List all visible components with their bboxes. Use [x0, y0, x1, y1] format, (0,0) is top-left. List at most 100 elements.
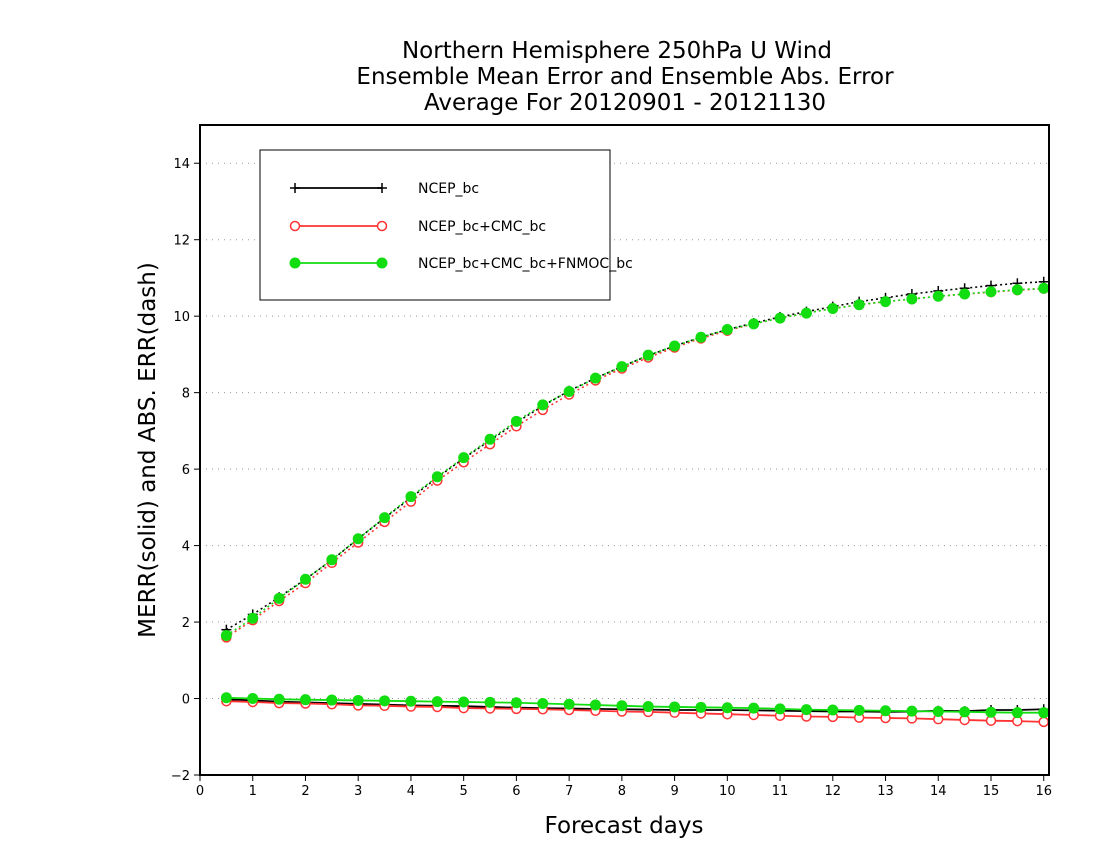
- legend-entry-1: NCEP_bc+CMC_bc: [289, 219, 546, 235]
- series-2-mean-point-26: [906, 705, 918, 717]
- y-axis-ticks: −2 0 2 4 6 8 10 12 14: [171, 157, 200, 784]
- series-2-mean-point-9: [458, 696, 470, 708]
- series-2-mean-point-11: [510, 697, 522, 709]
- series-2-mean-point-22: [800, 704, 812, 716]
- series-2-mean-point-12: [537, 698, 549, 709]
- series-2-abs-point-9: [458, 452, 470, 464]
- series-2-mean-point-27: [932, 706, 944, 718]
- series-2-mean-point-19: [721, 702, 733, 714]
- x-tick-label-0: 0: [196, 784, 204, 799]
- legend-marker-end-2: [376, 257, 388, 269]
- x-tick-label-8: 8: [618, 784, 626, 799]
- x-tick-label-14: 14: [930, 784, 947, 799]
- series-2-mean-point-4: [326, 694, 338, 706]
- series-2-mean-point-24: [853, 704, 865, 716]
- y-tick-label-5: 8: [182, 387, 190, 402]
- series-2-abs-point-22: [800, 307, 812, 319]
- series-2-mean-point-2: [273, 693, 285, 705]
- series-2-abs-point-31: [1038, 282, 1050, 294]
- x-tick-label-6: 6: [512, 784, 520, 799]
- y-tick-label-3: 4: [182, 540, 190, 555]
- x-tick-label-11: 11: [772, 784, 789, 799]
- series-2-abs-point-16: [642, 349, 654, 361]
- series-2-abs-point-21: [774, 312, 786, 324]
- legend-marker-start-2: [289, 257, 301, 269]
- y-tick-label-0: −2: [171, 769, 190, 784]
- series-2-abs-point-11: [510, 415, 522, 427]
- x-tick-label-1: 1: [249, 784, 257, 799]
- series-2-mean-point-23: [827, 704, 839, 716]
- series-2-abs-point-8: [431, 471, 443, 483]
- series-2-mean-point-15: [616, 700, 628, 712]
- y-tick-label-8: 14: [173, 157, 190, 172]
- x-tick-label-9: 9: [670, 784, 678, 799]
- series-2-abs-point-23: [827, 303, 839, 315]
- series-2-abs-point-20: [748, 318, 760, 330]
- x-tick-label-16: 16: [1035, 784, 1052, 799]
- x-tick-label-5: 5: [460, 784, 468, 799]
- y-tick-label-7: 12: [173, 234, 190, 249]
- series-2-mean-point-6: [379, 695, 391, 707]
- chart-title: Northern Hemisphere 250hPa U Wind Ensemb…: [356, 38, 894, 116]
- series-2-mean-point-17: [669, 701, 681, 713]
- series-2-mean-point-3: [299, 694, 311, 706]
- series-2-abs-point-27: [932, 290, 944, 302]
- series-2-abs-point-24: [853, 299, 865, 311]
- series-2-mean-point-29: [985, 706, 997, 718]
- series-2-abs-point-25: [880, 296, 892, 308]
- series-2-mean-point-10: [484, 696, 496, 708]
- x-tick-label-12: 12: [825, 784, 842, 799]
- x-tick-label-15: 15: [983, 784, 1000, 799]
- x-tick-label-7: 7: [565, 784, 573, 799]
- series-2-mean-point-8: [431, 696, 443, 708]
- series-2-abs-point-15: [616, 361, 628, 373]
- series-2-abs-point-6: [379, 512, 391, 524]
- x-tick-label-4: 4: [407, 784, 415, 799]
- series-2-mean-point-21: [774, 703, 786, 715]
- legend-label-0: NCEP_bc: [418, 181, 479, 197]
- series-2-abs-point-1: [247, 612, 259, 624]
- legend-box: [259, 149, 611, 301]
- legend-marker-end-0: [377, 183, 387, 193]
- series-2-mean-point-18: [695, 701, 707, 713]
- series-2-abs-point-4: [326, 554, 338, 566]
- series-2-abs-point-2: [273, 592, 285, 604]
- series-2-mean-point-0: [220, 692, 232, 704]
- series-2-abs-point-3: [299, 573, 311, 585]
- series-2-abs-point-5: [352, 533, 364, 545]
- series-2-abs-point-30: [1011, 284, 1023, 296]
- series-2-mean-point-7: [405, 695, 417, 707]
- series-2-abs-point-0: [220, 629, 232, 641]
- series-2-abs-point-12: [537, 399, 549, 411]
- x-tick-label-10: 10: [719, 784, 736, 799]
- series-2-mean-point-1: [247, 693, 259, 705]
- title-line-3: Average For 20120901 - 20121130: [424, 90, 826, 116]
- x-axis-label: Forecast days: [545, 813, 704, 839]
- y-tick-label-1: 0: [182, 693, 190, 708]
- y-tick-label-4: 6: [182, 463, 190, 478]
- legend-label-1: NCEP_bc+CMC_bc: [418, 219, 546, 235]
- x-axis-ticks: 0 1 2 3 4 5 6 7 8 9 10 11 12 13 14 15 16: [196, 775, 1052, 799]
- legend: NCEP_bc NCEP_bc+CMC_bc NCEP_bc+CMC_bc+FNMO…: [259, 149, 633, 301]
- legend-entry-0: NCEP_bc: [290, 181, 479, 197]
- series-2-abs-point-17: [669, 340, 681, 352]
- plot-frame: [199, 124, 1050, 776]
- x-tick-label-2: 2: [301, 784, 309, 799]
- series-2-mean-point-30: [1011, 707, 1023, 719]
- legend-label-2: NCEP_bc+CMC_bc+FNMOC_bc: [418, 256, 633, 272]
- series-1-mean-point-31: [1038, 716, 1049, 728]
- series-2-abs-point-14: [589, 372, 601, 384]
- series-2-mean-point-25: [880, 705, 892, 717]
- legend-marker-start-1: [289, 220, 301, 232]
- x-tick-label-13: 13: [877, 784, 894, 799]
- series-2-mean-point-28: [959, 706, 971, 718]
- series-2-abs-point-18: [695, 331, 707, 343]
- x-tick-label-3: 3: [354, 784, 362, 799]
- title-line-2: Ensemble Mean Error and Ensemble Abs. Er…: [356, 64, 894, 90]
- series-2-abs-point-7: [405, 491, 417, 503]
- series-2-abs-point-13: [563, 386, 575, 397]
- legend-marker-start-0: [290, 183, 300, 193]
- plot-series: [220, 276, 1050, 728]
- series-2-mean-point-16: [642, 701, 654, 713]
- title-line-1: Northern Hemisphere 250hPa U Wind: [402, 38, 832, 64]
